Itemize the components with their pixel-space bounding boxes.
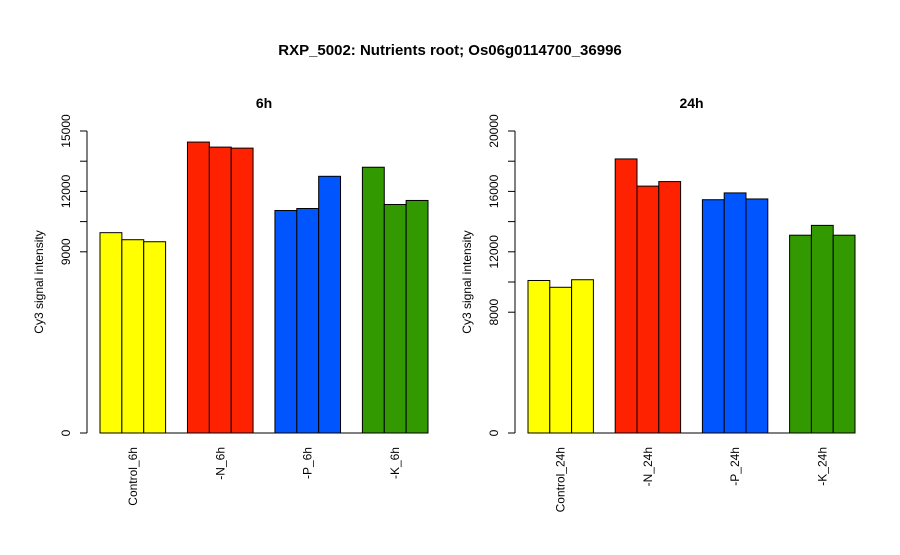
y-axis-label: Cy3 signal intensity [32,230,46,333]
y-tick-label: 0 [59,429,73,436]
bar-control-24h-1 [527,279,551,434]
bar-p-24h-3 [745,198,769,434]
x-tick-label: Control_24h [554,447,568,512]
x-tick-label: Control_6h [126,447,140,506]
bar-n-24h-2 [636,185,660,434]
bar-control-6h-3 [143,241,167,434]
y-tick-label: 20000 [487,114,501,148]
y-tick-label: 12000 [59,174,73,208]
y-axis-label: Cy3 signal intensity [460,230,474,333]
bar-n-24h-1 [614,158,638,434]
bar-control-6h-2 [121,239,145,434]
x-tick-label: -N_24h [641,447,655,486]
bar-k-24h-1 [789,234,812,434]
bar-control-24h-2 [549,286,573,434]
y-tick-label: 0 [487,429,501,436]
bar-p-6h-1 [274,210,298,434]
y-tick-label: 15000 [59,114,73,148]
x-tick-label: -P_24h [728,447,742,486]
bar-n-6h-1 [186,141,210,434]
panel-24h: 24h Cy3 signal intensity 0 8000 12000 16000 20… [460,95,856,512]
x-tick-label: -K_24h [815,447,829,486]
bar-p-6h-2 [296,208,320,434]
bar-k-6h-2 [383,203,407,434]
y-tick-label: 9000 [59,238,73,265]
panel-6h: 6h Cy3 signal intensity 0 9000 12000 15000 Con… [32,95,429,506]
y-tick-label: 16000 [487,174,501,208]
bar-control-24h-3 [571,279,594,434]
figure-title: RXP_5002: Nutrients root; Os06g0114700_3… [278,42,622,59]
bar-k-24h-3 [832,234,856,434]
y-tick-label: 8000 [487,299,501,326]
bar-k-6h-3 [405,199,429,434]
bar-n-6h-2 [208,146,232,434]
bar-k-24h-2 [810,224,834,434]
x-tick-label: -N_6h [213,447,227,480]
bar-k-6h-1 [361,166,385,434]
bar-n-6h-3 [230,147,254,434]
x-tick-label: -P_6h [301,447,315,479]
y-tick-label: 12000 [487,235,501,269]
bar-control-6h-1 [99,232,123,434]
bar-p-6h-3 [318,175,342,434]
panel-title: 24h [679,95,703,111]
bar-p-24h-2 [723,192,747,434]
panel-title: 6h [256,95,272,111]
bar-n-24h-3 [658,181,682,434]
x-tick-label: -K_6h [388,447,402,479]
bar-p-24h-1 [701,199,725,434]
